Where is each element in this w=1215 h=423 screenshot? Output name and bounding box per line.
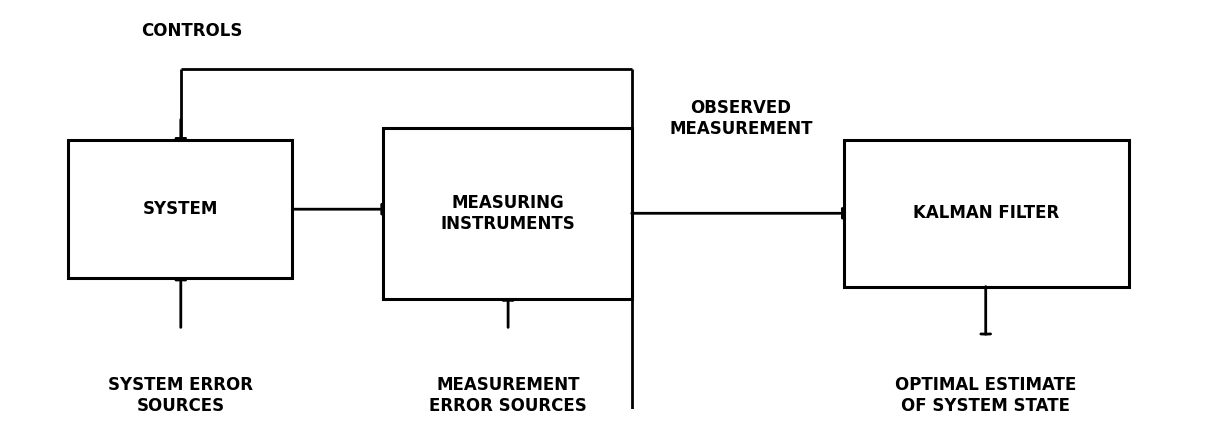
Text: SYSTEM ERROR
SOURCES: SYSTEM ERROR SOURCES bbox=[108, 376, 253, 415]
FancyBboxPatch shape bbox=[383, 128, 632, 299]
Text: MEASURING
INSTRUMENTS: MEASURING INSTRUMENTS bbox=[440, 194, 575, 233]
Text: KALMAN FILTER: KALMAN FILTER bbox=[914, 204, 1059, 222]
FancyBboxPatch shape bbox=[68, 140, 293, 278]
Text: CONTROLS: CONTROLS bbox=[141, 22, 242, 40]
Text: OBSERVED
MEASUREMENT: OBSERVED MEASUREMENT bbox=[669, 99, 813, 138]
Text: MEASUREMENT
ERROR SOURCES: MEASUREMENT ERROR SOURCES bbox=[429, 376, 587, 415]
Text: OPTIMAL ESTIMATE
OF SYSTEM STATE: OPTIMAL ESTIMATE OF SYSTEM STATE bbox=[895, 376, 1076, 415]
Text: SYSTEM: SYSTEM bbox=[142, 200, 217, 218]
FancyBboxPatch shape bbox=[844, 140, 1129, 287]
